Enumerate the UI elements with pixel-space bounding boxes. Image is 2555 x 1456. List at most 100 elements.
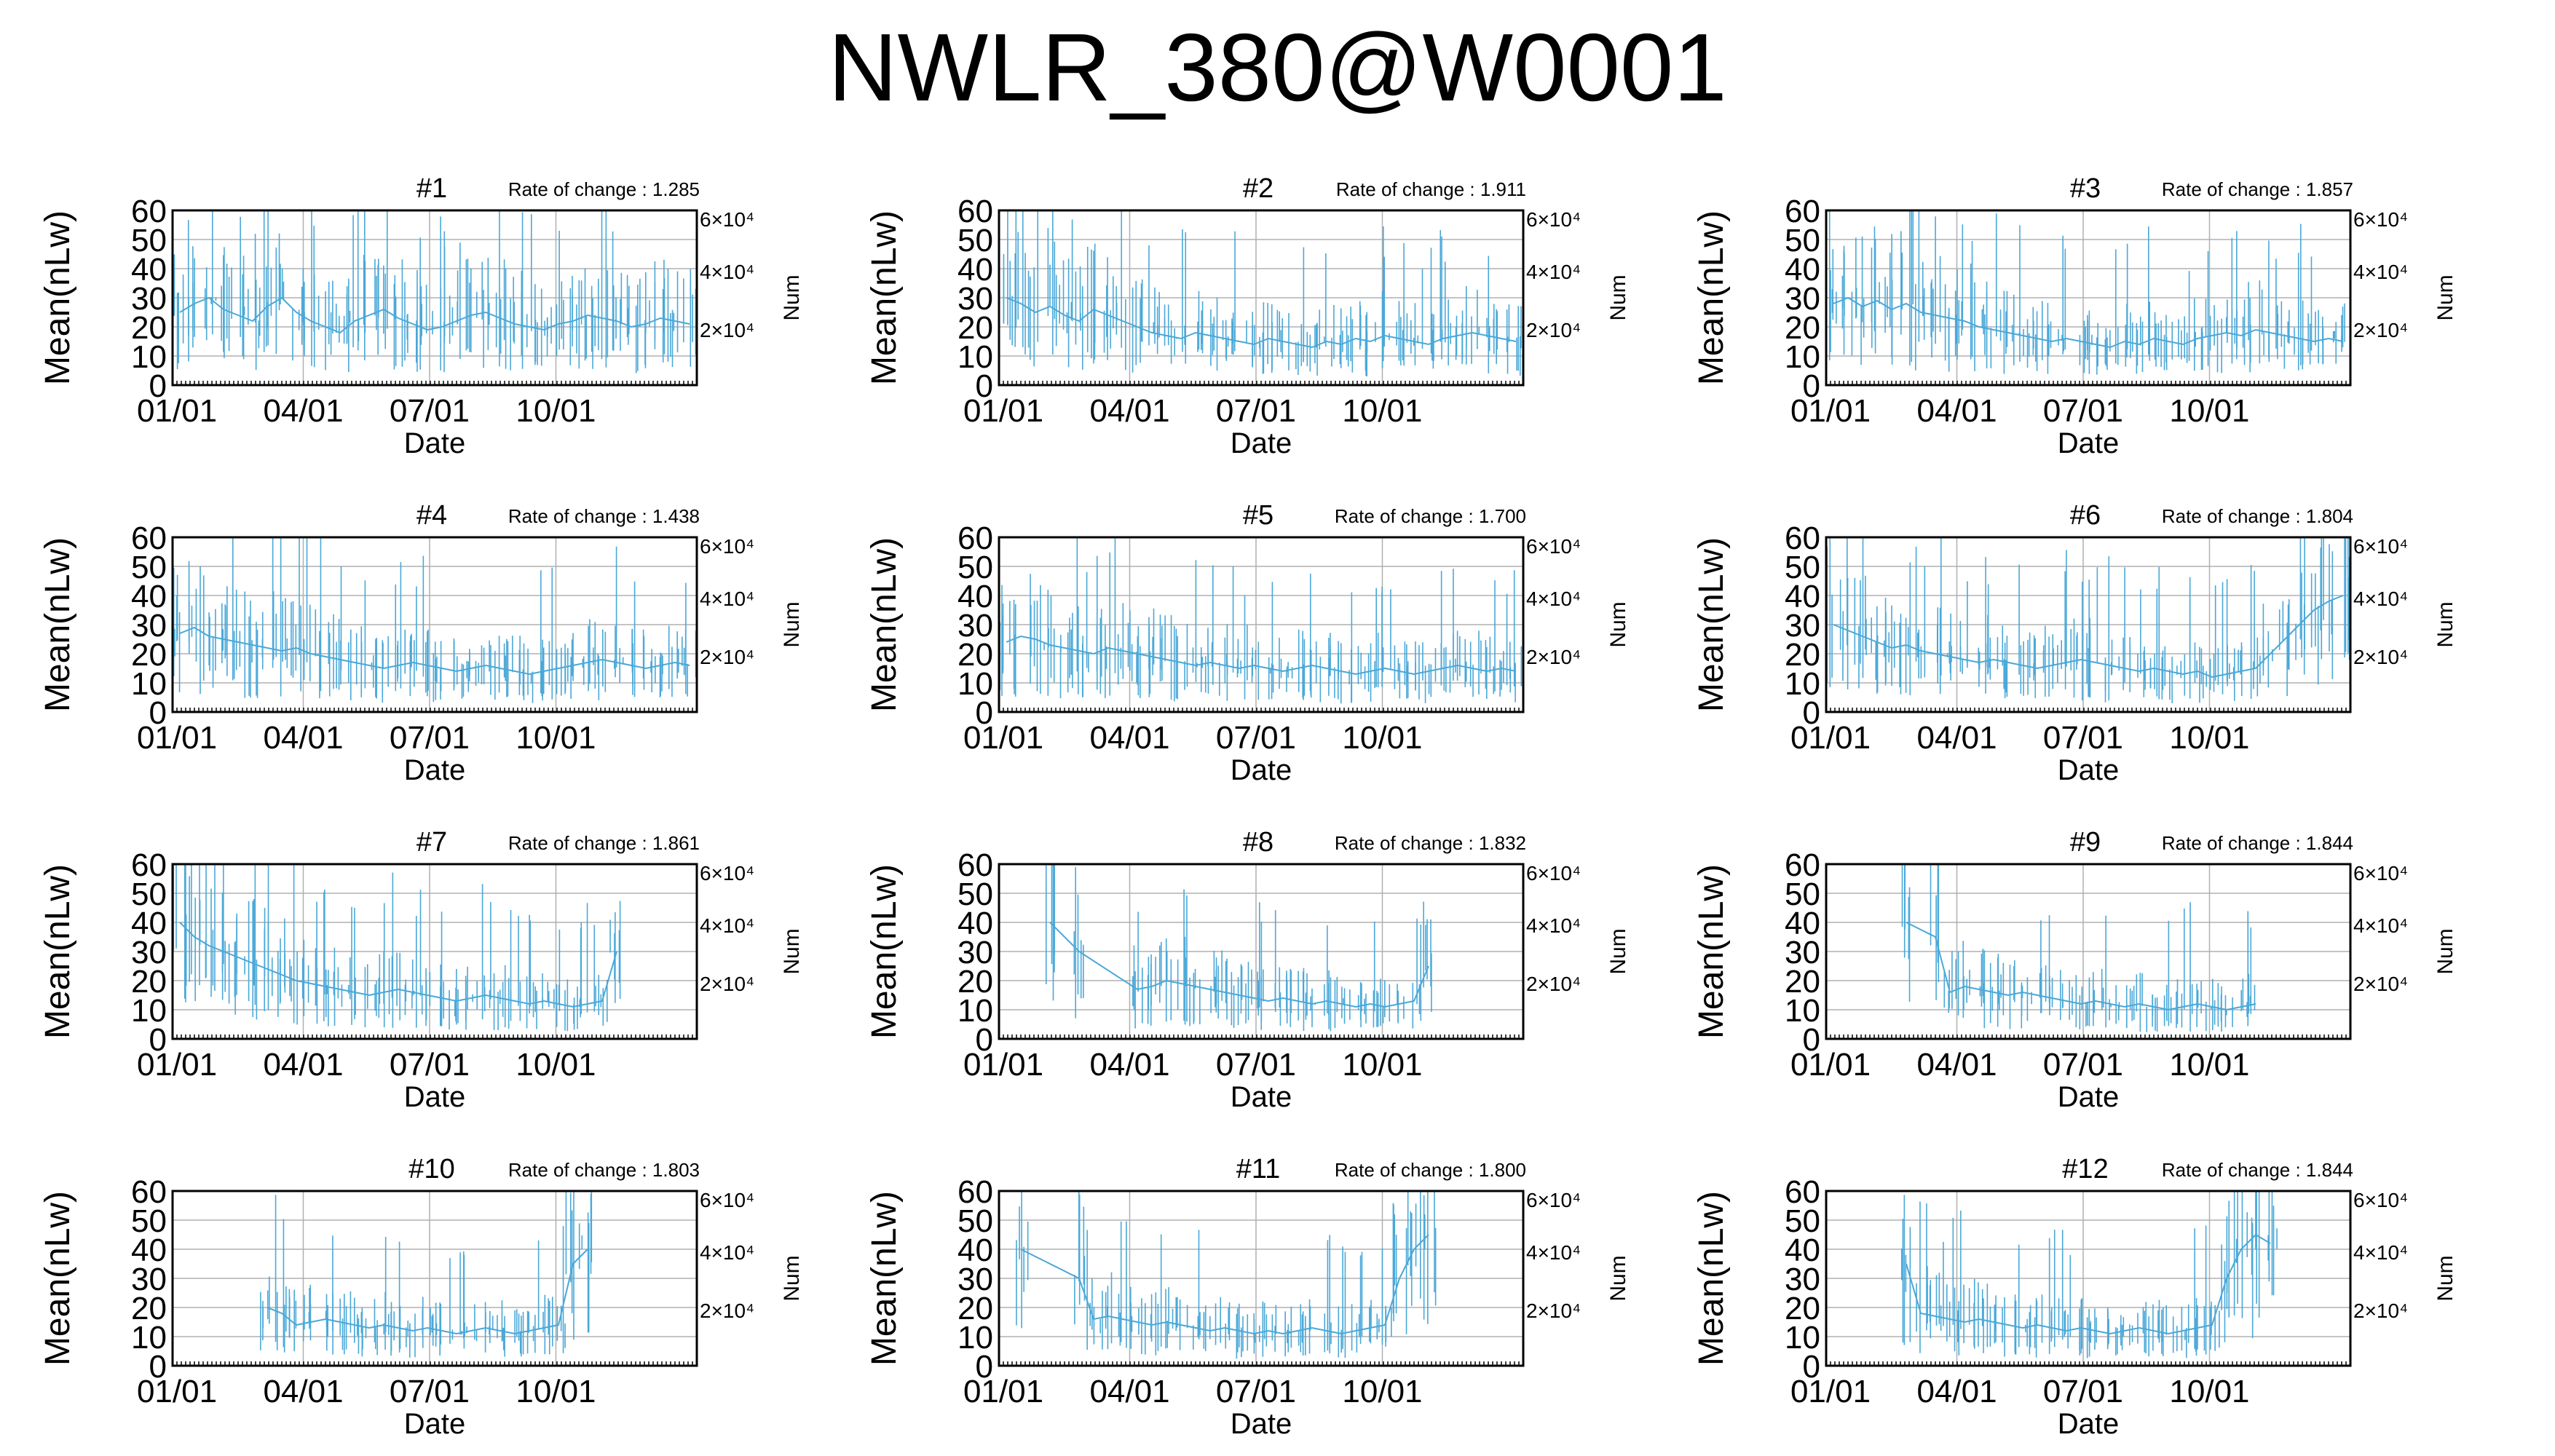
y-axis-label: Mean(nLw) [1692,210,1731,385]
y-tick-label: 50 [957,550,993,585]
x-tick-label: 01/01 [137,393,217,429]
x-tick-label: 10/01 [1342,393,1422,429]
x-tick-label: 04/01 [1916,720,1997,756]
y2-tick-label: 2×10⁴ [2353,319,2408,341]
y2-tick-label: 4×10⁴ [2353,1241,2408,1264]
x-tick-label: 01/01 [963,1374,1043,1409]
y-tick-label: 10 [1785,666,1820,702]
y-tick-label: 30 [957,1262,993,1297]
x-tick-label: 10/01 [516,393,596,429]
y2-tick-label: 2×10⁴ [2353,1299,2408,1322]
y-tick-label: 40 [957,1233,993,1268]
x-axis-label: Date [1231,1081,1292,1113]
rate-of-change-label: Rate of change : 1.857 [2162,178,2353,200]
x-tick-label: 01/01 [1790,393,1871,429]
y2-tick-label: 2×10⁴ [700,973,754,995]
y2-tick-label: 6×10⁴ [1526,535,1581,558]
y-tick-label: 50 [131,550,167,585]
figure-title: NWLR_380@W0001 [828,14,1727,121]
x-tick-label: 07/01 [390,1047,470,1083]
y2-tick-label: 6×10⁴ [2353,208,2408,231]
x-tick-label: 10/01 [2169,1374,2249,1409]
rate-of-change-label: Rate of change : 1.832 [1335,832,1526,854]
x-tick-label: 01/01 [137,1047,217,1083]
y2-tick-label: 6×10⁴ [2353,862,2408,885]
y-tick-label: 50 [957,877,993,912]
x-tick-label: 07/01 [2043,720,2123,756]
y2-tick-label: 2×10⁴ [2353,646,2408,668]
y-tick-label: 0 [976,695,993,731]
y2-tick-label: 6×10⁴ [2353,1189,2408,1211]
y-tick-label: 20 [957,637,993,673]
y-tick-label: 10 [1785,993,1820,1029]
x-axis-label: Date [2058,1408,2120,1440]
y-tick-label: 50 [1785,223,1820,258]
x-tick-label: 10/01 [516,720,596,756]
y2-tick-label: 4×10⁴ [2353,914,2408,937]
y2-tick-label: 2×10⁴ [1526,319,1581,341]
x-tick-label: 10/01 [2169,393,2249,429]
y2-axis-label: Num [1606,928,1630,974]
y-axis-label: Mean(nLw) [1692,537,1731,712]
y-tick-label: 20 [1785,1291,1820,1326]
y-tick-label: 60 [1785,194,1820,229]
y-tick-label: 50 [131,1203,167,1239]
x-tick-label: 04/01 [1916,393,1997,429]
y-tick-label: 20 [957,310,993,346]
y-tick-label: 20 [131,964,167,1000]
data-line [1906,1233,2271,1335]
y-tick-label: 20 [131,310,167,346]
y2-tick-label: 4×10⁴ [700,914,754,937]
x-axis-label: Date [404,1081,466,1113]
panel-title: #12 [2062,1154,2108,1184]
x-tick-label: 10/01 [516,1047,596,1083]
x-tick-label: 01/01 [963,393,1043,429]
y-tick-label: 60 [1785,847,1820,883]
y-tick-label: 20 [957,964,993,1000]
y-tick-label: 0 [976,1349,993,1385]
y-tick-label: 40 [1785,579,1820,614]
rate-of-change-label: Rate of change : 1.911 [1336,178,1526,200]
panel-title: #9 [2070,827,2101,858]
panel-title: #7 [416,827,447,858]
y-tick-label: 20 [1785,310,1820,346]
y2-tick-label: 2×10⁴ [700,1299,754,1322]
y2-tick-label: 6×10⁴ [700,535,754,558]
y2-tick-label: 2×10⁴ [700,646,754,668]
y2-tick-label: 4×10⁴ [700,587,754,610]
y-tick-label: 60 [957,194,993,229]
x-tick-label: 01/01 [963,720,1043,756]
y-tick-label: 50 [131,223,167,258]
x-tick-label: 10/01 [516,1374,596,1409]
y2-axis-label: Num [2433,601,2457,647]
y-tick-label: 30 [1785,1262,1820,1297]
y2-tick-label: 6×10⁴ [700,208,754,231]
y-tick-label: 30 [131,608,167,644]
y2-tick-label: 2×10⁴ [1526,646,1581,668]
y-axis-label: Mean(nLw) [865,537,904,712]
rate-of-change-label: Rate of change : 1.285 [508,178,700,200]
y-tick-label: 30 [957,935,993,970]
y-tick-label: 50 [1785,877,1820,912]
x-tick-label: 04/01 [1916,1047,1997,1083]
x-tick-label: 07/01 [390,1374,470,1409]
y-tick-label: 50 [957,1203,993,1239]
x-tick-label: 04/01 [1089,1047,1169,1083]
y2-tick-label: 4×10⁴ [1526,914,1581,937]
panel-title: #1 [416,173,447,204]
y-tick-label: 10 [131,339,167,375]
y-tick-label: 0 [1803,695,1820,731]
y-tick-label: 30 [1785,281,1820,317]
rate-of-change-label: Rate of change : 1.438 [508,505,700,527]
x-axis-label: Date [2058,427,2120,459]
x-tick-label: 07/01 [390,720,470,756]
y2-tick-label: 4×10⁴ [700,261,754,283]
rate-of-change-label: Rate of change : 1.804 [2162,505,2353,527]
y-tick-label: 20 [1785,964,1820,1000]
y-tick-label: 0 [976,368,993,404]
